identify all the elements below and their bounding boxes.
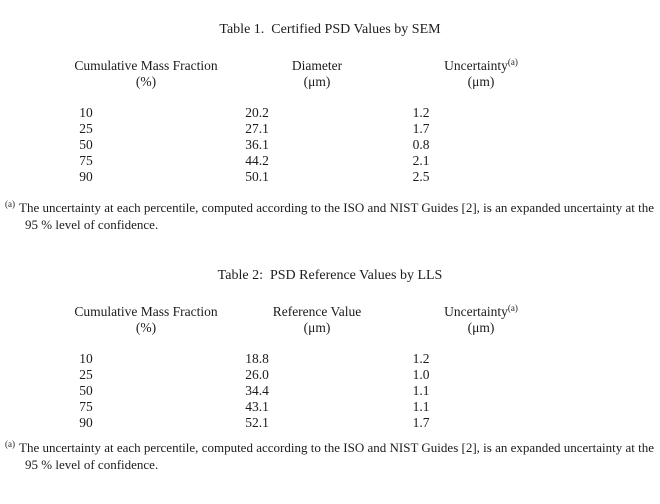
cell-uncertainty: 1.2 (412, 105, 430, 120)
cell-mass-fraction: 50 (79, 137, 93, 152)
cell-uncertainty: 1.1 (412, 399, 430, 414)
cell-uncertainty: 1.2 (412, 351, 430, 366)
column-header-line1: Diameter (291, 58, 343, 73)
cell-uncertainty: 2.5 (412, 169, 430, 184)
table1-header-row: Cumulative Mass Fraction (%) Diameter (μ… (60, 58, 560, 90)
table2-footnote: (a) The uncertainty at each percentile, c… (5, 439, 654, 473)
column-header-unit: (%) (135, 74, 157, 89)
table-row: 75 43.1 1.1 (0, 399, 500, 415)
column-header-unit: (μm) (467, 320, 495, 335)
table-row: 50 34.4 1.1 (0, 383, 500, 399)
table-row: 75 44.2 2.1 (0, 153, 500, 169)
cell-reference-value: 34.4 (245, 383, 269, 398)
column-header-unit: (μm) (303, 74, 331, 89)
cell-diameter: 36.1 (245, 137, 269, 152)
cell-reference-value: 43.1 (245, 399, 269, 414)
table2-column-header-mass-fraction: Cumulative Mass Fraction (%) (60, 304, 232, 336)
uncertainty-label: Uncertainty (444, 304, 508, 319)
table1-section: Table 1. Certified PSD Values by SEM Cum… (0, 0, 660, 233)
cell-uncertainty: 1.7 (412, 121, 430, 136)
cell-uncertainty: 1.1 (412, 383, 430, 398)
table-row: 25 27.1 1.7 (0, 121, 500, 137)
table1-column-header-diameter: Diameter (μm) (232, 58, 402, 90)
uncertainty-label: Uncertainty (444, 58, 508, 73)
cell-diameter: 50.1 (245, 169, 269, 184)
cell-reference-value: 52.1 (245, 415, 269, 430)
cell-uncertainty: 0.8 (412, 137, 430, 152)
column-header-line1: Cumulative Mass Fraction (74, 304, 218, 319)
cell-uncertainty: 2.1 (412, 153, 430, 168)
cell-mass-fraction: 90 (79, 415, 93, 430)
table2-body: 10 18.8 1.2 25 26.0 1.0 50 34.4 1.1 75 4… (0, 351, 660, 431)
column-header-unit: (μm) (467, 74, 495, 89)
cell-mass-fraction: 10 (79, 351, 93, 366)
cell-mass-fraction: 50 (79, 383, 93, 398)
table2-caption: Table 2: PSD Reference Values by LLS (217, 268, 443, 283)
table1-column-header-mass-fraction: Cumulative Mass Fraction (%) (60, 58, 232, 90)
cell-uncertainty: 1.7 (412, 415, 430, 430)
cell-mass-fraction: 25 (79, 367, 93, 382)
table1-footnote: (a) The uncertainty at each percentile, c… (5, 199, 654, 233)
column-header-line1: Reference Value (272, 304, 362, 319)
footnote-ref-a: (a) (507, 303, 518, 313)
column-header-unit: (%) (135, 320, 157, 335)
table1-body: 10 20.2 1.2 25 27.1 1.7 50 36.1 0.8 75 4… (0, 105, 660, 185)
footnote-text: The uncertainty at each percentile, comp… (19, 440, 654, 472)
table2-column-header-reference-value: Reference Value (μm) (232, 304, 402, 336)
table-row: 90 52.1 1.7 (0, 415, 500, 431)
table-row: 10 18.8 1.2 (0, 351, 500, 367)
cell-reference-value: 26.0 (245, 367, 269, 382)
cell-mass-fraction: 75 (79, 153, 93, 168)
footnote-marker: (a) (5, 199, 15, 209)
table-row: 10 20.2 1.2 (0, 105, 500, 121)
table2-column-header-uncertainty: Uncertainty(a) (μm) (402, 304, 560, 336)
table-row: 90 50.1 2.5 (0, 169, 500, 185)
table2-section: Table 2: PSD Reference Values by LLS Cum… (0, 233, 660, 473)
footnote-marker: (a) (5, 439, 15, 449)
column-header-line1: Uncertainty(a) (402, 58, 560, 74)
table2-header-row: Cumulative Mass Fraction (%) Reference V… (60, 304, 560, 336)
cell-diameter: 44.2 (245, 153, 269, 168)
cell-diameter: 27.1 (245, 121, 269, 136)
cell-reference-value: 18.8 (245, 351, 269, 366)
column-header-unit: (μm) (303, 320, 331, 335)
table1-column-header-uncertainty: Uncertainty(a) (μm) (402, 58, 560, 90)
column-header-line1: Cumulative Mass Fraction (74, 58, 218, 73)
table-row: 50 36.1 0.8 (0, 137, 500, 153)
column-header-line1: Uncertainty(a) (402, 304, 560, 320)
footnote-text: The uncertainty at each percentile, comp… (19, 200, 654, 232)
table-row: 25 26.0 1.0 (0, 367, 500, 383)
table1-caption: Table 1. Certified PSD Values by SEM (219, 22, 441, 37)
cell-mass-fraction: 25 (79, 121, 93, 136)
cell-diameter: 20.2 (245, 105, 269, 120)
cell-mass-fraction: 10 (79, 105, 93, 120)
footnote-ref-a: (a) (507, 57, 518, 67)
cell-mass-fraction: 75 (79, 399, 93, 414)
cell-uncertainty: 1.0 (412, 367, 430, 382)
cell-mass-fraction: 90 (79, 169, 93, 184)
